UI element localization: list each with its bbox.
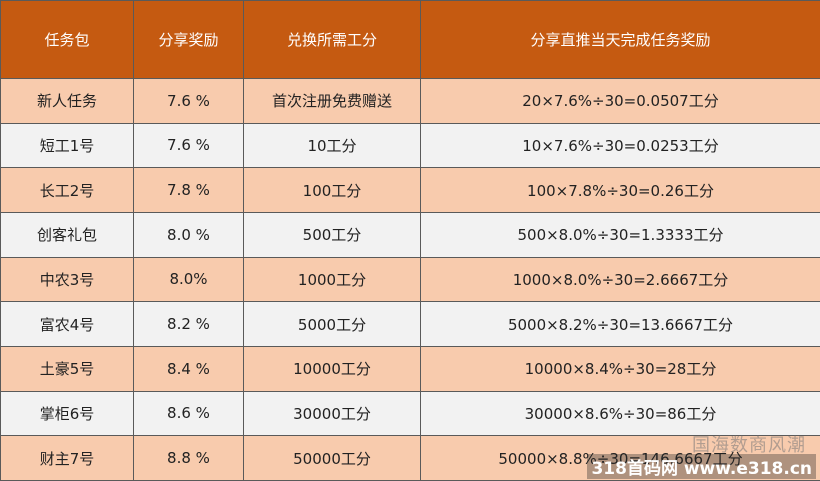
watermark: 318首码网 www.e318.cn xyxy=(587,454,816,479)
table-cell: 7.8 % xyxy=(133,167,244,213)
header-row: 任务包 分享奖励 兑换所需工分 分享直推当天完成任务奖励 xyxy=(0,0,820,79)
table-cell: 100×7.8%÷30=0.26工分 xyxy=(420,167,820,213)
table-row: 掌柜6号 8.6 % 30000工分 30000×8.6%÷30=86工分 xyxy=(0,390,820,437)
table-cell: 1000工分 xyxy=(243,256,421,303)
table-cell: 新人任务 xyxy=(0,78,134,124)
table-cell: 1000×8.0%÷30=2.6667工分 xyxy=(420,256,820,303)
header-cell: 兑换所需工分 xyxy=(243,0,421,79)
table-cell: 30000工分 xyxy=(243,390,421,437)
table-cell: 创客礼包 xyxy=(0,211,134,258)
table-cell: 富农4号 xyxy=(0,301,134,347)
table-row: 长工2号 7.8 % 100工分 100×7.8%÷30=0.26工分 xyxy=(0,167,820,213)
table-cell: 10000×8.4%÷30=28工分 xyxy=(420,345,820,392)
watermark: 国海数商风潮 xyxy=(692,435,806,456)
table-cell: 8.6 % xyxy=(133,390,244,437)
table-cell: 财主7号 xyxy=(0,435,134,481)
table-cell: 首次注册免费赠送 xyxy=(243,78,421,124)
table-cell: 土豪5号 xyxy=(0,345,134,392)
table-row: 短工1号 7.6 % 10工分 10×7.6%÷30=0.0253工分 xyxy=(0,122,820,169)
header-cell: 任务包 xyxy=(0,0,134,79)
table-row: 创客礼包 8.0 % 500工分 500×8.0%÷30=1.3333工分 xyxy=(0,211,820,258)
table-cell: 500工分 xyxy=(243,211,421,258)
table-row: 财主7号 8.8 % 50000工分 50000×8.8%÷30=146.6667工分 xyxy=(0,435,820,481)
table-cell: 8.4 % xyxy=(133,345,244,392)
header-cell: 分享直推当天完成任务奖励 xyxy=(420,0,820,79)
table-cell: 20×7.6%÷30=0.0507工分 xyxy=(420,78,820,124)
table-cell: 8.0% xyxy=(133,256,244,303)
table-cell: 30000×8.6%÷30=86工分 xyxy=(420,390,820,437)
table-row: 土豪5号 8.4 % 10000工分 10000×8.4%÷30=28工分 xyxy=(0,345,820,392)
table-cell: 5000×8.2%÷30=13.6667工分 xyxy=(420,301,820,347)
table-cell: 短工1号 xyxy=(0,122,134,169)
table-cell: 10工分 xyxy=(243,122,421,169)
table-cell: 8.0 % xyxy=(133,211,244,258)
table-cell: 掌柜6号 xyxy=(0,390,134,437)
table-cell: 中农3号 xyxy=(0,256,134,303)
table-row: 富农4号 8.2 % 5000工分 5000×8.2%÷30=13.6667工分 xyxy=(0,301,820,347)
header-cell: 分享奖励 xyxy=(133,0,244,79)
table-cell: 7.6 % xyxy=(133,78,244,124)
table-cell: 100工分 xyxy=(243,167,421,213)
table-cell: 7.6 % xyxy=(133,122,244,169)
table-cell: 5000工分 xyxy=(243,301,421,347)
table-cell: 8.2 % xyxy=(133,301,244,347)
table-cell: 50000工分 xyxy=(243,435,421,481)
table-row: 新人任务 7.6 % 首次注册免费赠送 20×7.6%÷30=0.0507工分 xyxy=(0,78,820,124)
table-cell: 长工2号 xyxy=(0,167,134,213)
table-row: 中农3号 8.0% 1000工分 1000×8.0%÷30=2.6667工分 xyxy=(0,256,820,303)
table-cell: 8.8 % xyxy=(133,435,244,481)
table-cell: 10×7.6%÷30=0.0253工分 xyxy=(420,122,820,169)
table-cell: 10000工分 xyxy=(243,345,421,392)
table-cell: 50000×8.8%÷30=146.6667工分 xyxy=(420,435,820,481)
table-cell: 500×8.0%÷30=1.3333工分 xyxy=(420,211,820,258)
